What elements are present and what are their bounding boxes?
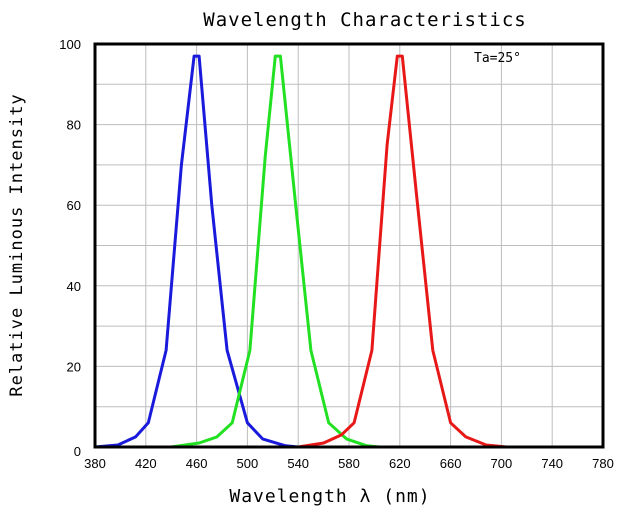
y-tick-label: 80	[67, 118, 81, 133]
series-layer	[93, 54, 508, 449]
plot-frame	[93, 42, 605, 449]
x-tick-label: 460	[186, 456, 208, 471]
x-tick-label: 620	[389, 456, 411, 471]
series-line-2	[296, 54, 508, 449]
x-tick-label: 780	[592, 456, 614, 471]
grid-lines	[94, 44, 604, 447]
x-axis-label: Wavelength λ (nm)	[229, 486, 430, 507]
series-line-0	[93, 54, 300, 449]
y-tick-label: 60	[67, 198, 81, 213]
y-tick-labels: 0 20 40 60 80 100	[59, 37, 81, 459]
x-tick-label: 500	[237, 456, 259, 471]
x-tick-label: 380	[84, 456, 106, 471]
series-line-1	[169, 54, 381, 449]
y-tick-label: 0	[74, 444, 81, 459]
annotation-temperature: Ta=25°	[474, 51, 521, 66]
y-axis-label: Relative Luminous Intensity	[7, 93, 27, 396]
chart-title: Wavelength Characteristics	[203, 9, 526, 31]
x-tick-labels: 380 420 460 500 540 580 620 660 700 740 780	[84, 456, 614, 471]
x-tick-label: 660	[440, 456, 462, 471]
x-tick-label: 540	[287, 456, 309, 471]
y-tick-label: 20	[67, 359, 81, 374]
x-tick-label: 420	[135, 456, 157, 471]
y-tick-label: 100	[59, 37, 81, 52]
x-tick-label: 700	[491, 456, 513, 471]
x-tick-label: 740	[541, 456, 563, 471]
x-tick-label: 580	[338, 456, 360, 471]
y-tick-label: 40	[67, 279, 81, 294]
